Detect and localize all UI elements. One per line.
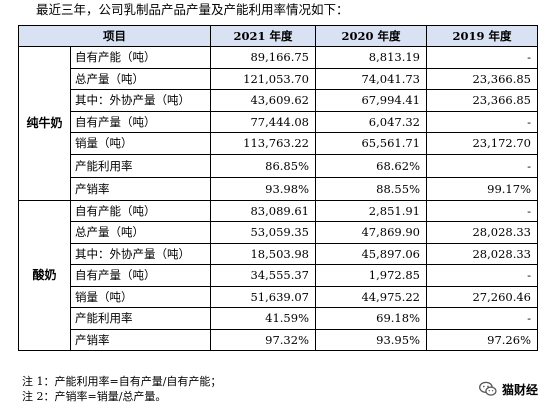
table-body: 纯牛奶 自有产能（吨） 89,166.75 8,813.19- 总产量（吨） 121,05…: [18, 46, 538, 351]
table-row: 自有产量（吨） 77,444.08 6,047.32-: [19, 110, 538, 133]
value-2021: 18,503.98: [210, 242, 316, 265]
production-table: 项目 2021 年度 2020 年度 2019 年度 纯牛奶 自有产能（吨） 89,…: [18, 25, 538, 351]
value-2019: 97.26%: [426, 328, 538, 351]
table-row: 其中：外协产量（吨） 43,609.62 67,994.41 23,366.85: [19, 89, 538, 112]
row-label: 产能利用率: [70, 307, 211, 330]
header-item: 项目: [18, 25, 211, 47]
value-2019: -: [426, 110, 538, 133]
value-2020: 44,975.22: [315, 285, 427, 308]
table-row: 其中：外协产量（吨） 18,503.98 45,897.06 28,028.33: [19, 242, 538, 265]
value-2021: 97.32%: [210, 328, 316, 351]
row-label: 产能利用率: [70, 153, 211, 178]
value-2019: 23,366.85: [426, 67, 538, 90]
value-2020: 45,897.06: [315, 242, 427, 265]
watermark-text: 猫财经: [501, 382, 538, 397]
group-label: 纯牛奶: [18, 46, 71, 201]
row-label: 自有产量（吨）: [70, 264, 211, 287]
value-2021: 53,059.35: [210, 221, 316, 244]
header-2020: 2020 年度: [315, 25, 427, 47]
value-2019: 28,028.33: [426, 221, 538, 244]
value-2019: 23,366.85: [426, 89, 538, 112]
value-2021: 113,763.22: [210, 132, 316, 155]
table-row: 纯牛奶 自有产能（吨） 89,166.75 8,813.19-: [18, 46, 538, 201]
table-row: 酸奶 自有产能（吨） 83,089.61 2,851.91-: [18, 199, 538, 351]
value-2021: 93.98%: [210, 176, 316, 201]
row-label: 自有产能（吨）: [70, 46, 211, 69]
value-2021: 34,555.37: [210, 264, 316, 287]
value-2019: 99.17%: [426, 176, 538, 201]
value-2021: 121,053.70: [210, 67, 316, 90]
value-2019: -: [426, 307, 538, 330]
value-2021: 77,444.08: [210, 110, 316, 133]
value-2020: 65,561.71: [315, 132, 427, 155]
row-label: 自有产量（吨）: [70, 110, 211, 133]
wechat-icon: [479, 381, 497, 396]
value-2019: -: [426, 46, 538, 69]
notes: 注 1：产能利用率=自有产量/自有产能； 注 2：产销率=销量/总产量。: [22, 374, 221, 404]
note-1: 注 1：产能利用率=自有产量/自有产能；: [22, 375, 222, 388]
table-row: 销量（吨） 113,763.22 65,561.71 23,172.70: [19, 132, 538, 155]
value-2020: 74,041.73: [315, 67, 427, 90]
value-2020: 6,047.32: [315, 110, 427, 133]
group-label: 酸奶: [18, 199, 71, 351]
watermark: 猫财经: [478, 379, 538, 399]
value-2021: 43,609.62: [210, 89, 316, 112]
value-2020: 2,851.91: [315, 199, 427, 222]
header-2019: 2019 年度: [426, 25, 538, 47]
value-2021: 41.59%: [210, 307, 316, 330]
value-2020: 88.55%: [315, 176, 427, 201]
note-2: 注 2：产销率=销量/总产量。: [22, 390, 167, 403]
value-2020: 8,813.19: [315, 46, 427, 69]
value-2021: 89,166.75: [210, 46, 316, 69]
value-2019: -: [426, 199, 538, 222]
value-2019: -: [426, 264, 538, 287]
value-2019: 28,028.33: [426, 242, 538, 265]
value-2020: 67,994.41: [315, 89, 427, 112]
table-row: 产能利用率 86.85% 68.62% -: [19, 153, 538, 178]
row-label: 产销率: [70, 176, 211, 201]
row-label: 销量（吨）: [70, 285, 211, 308]
table-row: 总产量（吨） 53,059.35 47,869.90 28,028.33: [19, 221, 538, 244]
value-2019: -: [426, 153, 538, 178]
table-header-row: 项目 2021 年度 2020 年度 2019 年度: [18, 25, 538, 47]
table-row: 产能利用率 41.59% 69.18% -: [19, 307, 538, 330]
row-label: 总产量（吨）: [70, 67, 211, 90]
intro-text: 最近三年，公司乳制品产品产量及产能利用率情况如下：: [36, 2, 349, 17]
row-label: 自有产能（吨）: [70, 199, 211, 222]
value-2020: 47,869.90: [315, 221, 427, 244]
table-row: 自有产量（吨） 34,555.37 1,972.85-: [19, 264, 538, 287]
value-2020: 1,972.85: [315, 264, 427, 287]
table-row: 销量（吨） 51,639.07 44,975.22 27,260.46: [19, 285, 538, 308]
value-2021: 86.85%: [210, 153, 316, 178]
value-2021: 51,639.07: [210, 285, 316, 308]
value-2020: 93.95%: [315, 328, 427, 351]
row-label: 其中：外协产量（吨）: [70, 89, 211, 112]
header-2021: 2021 年度: [210, 25, 316, 47]
table-row: 总产量（吨） 121,053.70 74,041.73 23,366.85: [19, 67, 538, 90]
value-2020: 69.18%: [315, 307, 427, 330]
row-label: 总产量（吨）: [70, 221, 211, 244]
value-2019: 23,172.70: [426, 132, 538, 155]
value-2020: 68.62%: [315, 153, 427, 178]
table-row: 产销率 97.32% 93.95% 97.26%: [19, 328, 538, 351]
value-2021: 83,089.61: [210, 199, 316, 222]
row-label: 产销率: [70, 328, 211, 351]
row-label: 销量（吨）: [70, 132, 211, 155]
value-2019: 27,260.46: [426, 285, 538, 308]
row-label: 其中：外协产量（吨）: [70, 242, 211, 265]
table-row: 产销率 93.98% 88.55% 99.17%: [19, 176, 538, 201]
